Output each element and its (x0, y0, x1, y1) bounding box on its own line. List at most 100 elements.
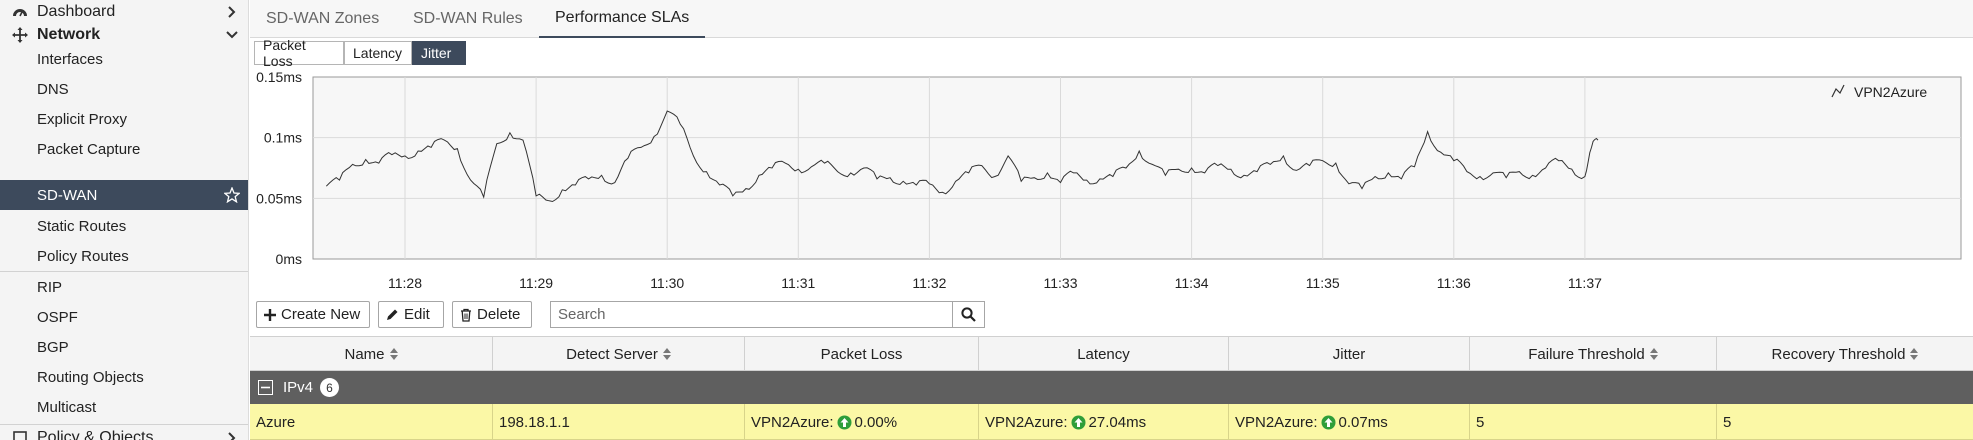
y-tick-label: 0.1ms (264, 130, 302, 146)
column-header-recovery-threshold[interactable]: Recovery Threshold (1717, 337, 1973, 371)
sidebar-item-static-routes[interactable]: Static Routes (0, 211, 248, 241)
y-tick-label: 0.05ms (256, 190, 302, 206)
sidebar-item-dashboard[interactable]: Dashboard (0, 0, 248, 27)
sidebar: Dashboard Network Interfaces DNS Explici… (0, 0, 249, 440)
cell-latency: VPN2Azure: 27.04ms (979, 404, 1229, 440)
arrow-up-icon (1321, 415, 1336, 430)
sidebar-item-label: Interfaces (37, 50, 103, 68)
x-tick-label: 11:33 (1044, 275, 1078, 288)
table-row[interactable]: Azure 198.18.1.1 VPN2Azure: 0.00% VPN2Az… (250, 404, 1973, 440)
sidebar-item-policy-routes[interactable]: Policy Routes (0, 241, 248, 271)
sidebar-item-ospf[interactable]: OSPF (0, 302, 248, 332)
tab-bar: SD-WAN Zones SD-WAN Rules Performance SL… (250, 0, 1973, 38)
column-header-label: Name (344, 345, 385, 363)
x-tick-label: 11:34 (1175, 275, 1209, 288)
sidebar-item-label: Routing Objects (37, 368, 144, 386)
column-header-label: Packet Loss (820, 345, 903, 363)
sidebar-item-interfaces[interactable]: Interfaces (0, 44, 248, 74)
sidebar-divider (0, 271, 248, 272)
sidebar-item-multicast[interactable]: Multicast (0, 392, 248, 422)
column-header-label: Jitter (1332, 345, 1366, 363)
sidebar-item-label: BGP (37, 338, 69, 356)
search-icon[interactable] (952, 302, 984, 327)
sidebar-item-policy-objects[interactable]: Policy & Objects (0, 423, 248, 440)
arrow-up-icon (837, 415, 852, 430)
policy-icon (11, 429, 29, 440)
pencil-icon (386, 308, 399, 321)
tab-sd-wan-rules[interactable]: SD-WAN Rules (413, 10, 523, 27)
column-header-label: Failure Threshold (1528, 345, 1645, 363)
cell-detect-server: 198.18.1.1 (493, 404, 745, 440)
plus-icon (264, 308, 276, 321)
x-tick-label: 11:28 (388, 275, 422, 288)
group-count-badge: 6 (320, 378, 340, 397)
column-header-label: Detect Server (566, 345, 658, 363)
sort-icon (1649, 348, 1658, 360)
cell-name: Azure (250, 404, 493, 440)
x-tick-label: 11:31 (781, 275, 815, 288)
metric-jitter-button[interactable]: Jitter (412, 41, 466, 65)
x-tick-label: 11:37 (1568, 275, 1602, 288)
tab-sd-wan-zones[interactable]: SD-WAN Zones (266, 10, 380, 27)
dashboard-icon (11, 3, 29, 21)
sidebar-item-label: SD-WAN (37, 186, 98, 204)
table-header: Name Detect Server Packet Loss Latency J… (250, 336, 1973, 371)
sidebar-divider (0, 424, 248, 425)
sidebar-item-label: Packet Capture (37, 140, 141, 158)
sidebar-item-packet-capture[interactable]: Packet Capture (0, 134, 248, 164)
cell-jitter: VPN2Azure: 0.07ms (1229, 404, 1470, 440)
column-header-name[interactable]: Name (250, 337, 493, 371)
delete-button[interactable]: Delete (452, 301, 532, 328)
column-header-detect-server[interactable]: Detect Server (493, 337, 745, 371)
column-header-packet-loss: Packet Loss (745, 337, 979, 371)
plot-area (312, 76, 1962, 260)
trash-icon (460, 308, 472, 322)
chart-svg: 0.15ms 0.1ms 0.05ms 0ms 11:28 11:29 11:30 11:3… (256, 69, 1962, 291)
x-tick-label: 11:29 (519, 275, 553, 288)
chevron-down-icon (225, 28, 239, 42)
y-tick-label: 0ms (276, 251, 302, 267)
metric-latency-button[interactable]: Latency (344, 41, 412, 65)
cell-recovery-threshold: 5 (1723, 413, 1732, 431)
search-input[interactable] (551, 302, 952, 327)
table-group-ipv4[interactable]: IPv4 6 (250, 371, 1973, 404)
sidebar-item-dns[interactable]: DNS (0, 74, 248, 104)
cell-prefix: VPN2Azure: (1235, 413, 1318, 431)
tab-performance-slas[interactable]: Performance SLAs (539, 0, 706, 38)
sidebar-item-label: Explicit Proxy (37, 110, 128, 128)
sidebar-item-rip[interactable]: RIP (0, 272, 248, 302)
sidebar-item-label: Static Routes (37, 217, 127, 235)
sidebar-item-sd-wan[interactable]: SD-WAN (0, 180, 248, 210)
cell-failure-threshold: 5 (1470, 404, 1717, 440)
y-tick-label: 0.15ms (256, 69, 302, 85)
group-label: IPv4 (283, 379, 314, 396)
create-new-label: Create New (281, 306, 361, 323)
sidebar-item-label: RIP (37, 278, 63, 296)
sidebar-item-label: Dashboard (37, 3, 116, 20)
cell-value: 0.00% (854, 413, 898, 431)
column-header-failure-threshold[interactable]: Failure Threshold (1470, 337, 1717, 371)
sidebar-item-label: Multicast (37, 398, 97, 416)
chevron-right-icon (225, 431, 239, 440)
series-line-vpn2azure (325, 110, 1599, 203)
sidebar-item-network[interactable]: Network (0, 20, 248, 50)
star-icon[interactable] (223, 186, 241, 204)
sidebar-item-label: OSPF (37, 308, 78, 326)
create-new-button[interactable]: Create New (256, 301, 370, 328)
sidebar-item-routing-objects[interactable]: Routing Objects (0, 362, 248, 392)
legend-label: VPN2Azure (1854, 84, 1927, 100)
sidebar-item-explicit-proxy[interactable]: Explicit Proxy (0, 104, 248, 134)
chevron-right-icon (225, 5, 239, 19)
column-header-label: Recovery Threshold (1771, 345, 1906, 363)
x-tick-label: 11:30 (650, 275, 684, 288)
edit-button[interactable]: Edit (378, 301, 444, 328)
arrow-up-icon (1071, 415, 1086, 430)
cell-prefix: VPN2Azure: (751, 413, 834, 431)
search-box (550, 301, 985, 328)
x-tick-label: 11:36 (1437, 275, 1471, 288)
sidebar-item-bgp[interactable]: BGP (0, 332, 248, 362)
sidebar-item-label: Policy & Objects (37, 429, 154, 440)
sort-icon (389, 348, 398, 360)
collapse-icon[interactable] (258, 380, 273, 395)
metric-packet-loss-button[interactable]: Packet Loss (254, 37, 344, 69)
